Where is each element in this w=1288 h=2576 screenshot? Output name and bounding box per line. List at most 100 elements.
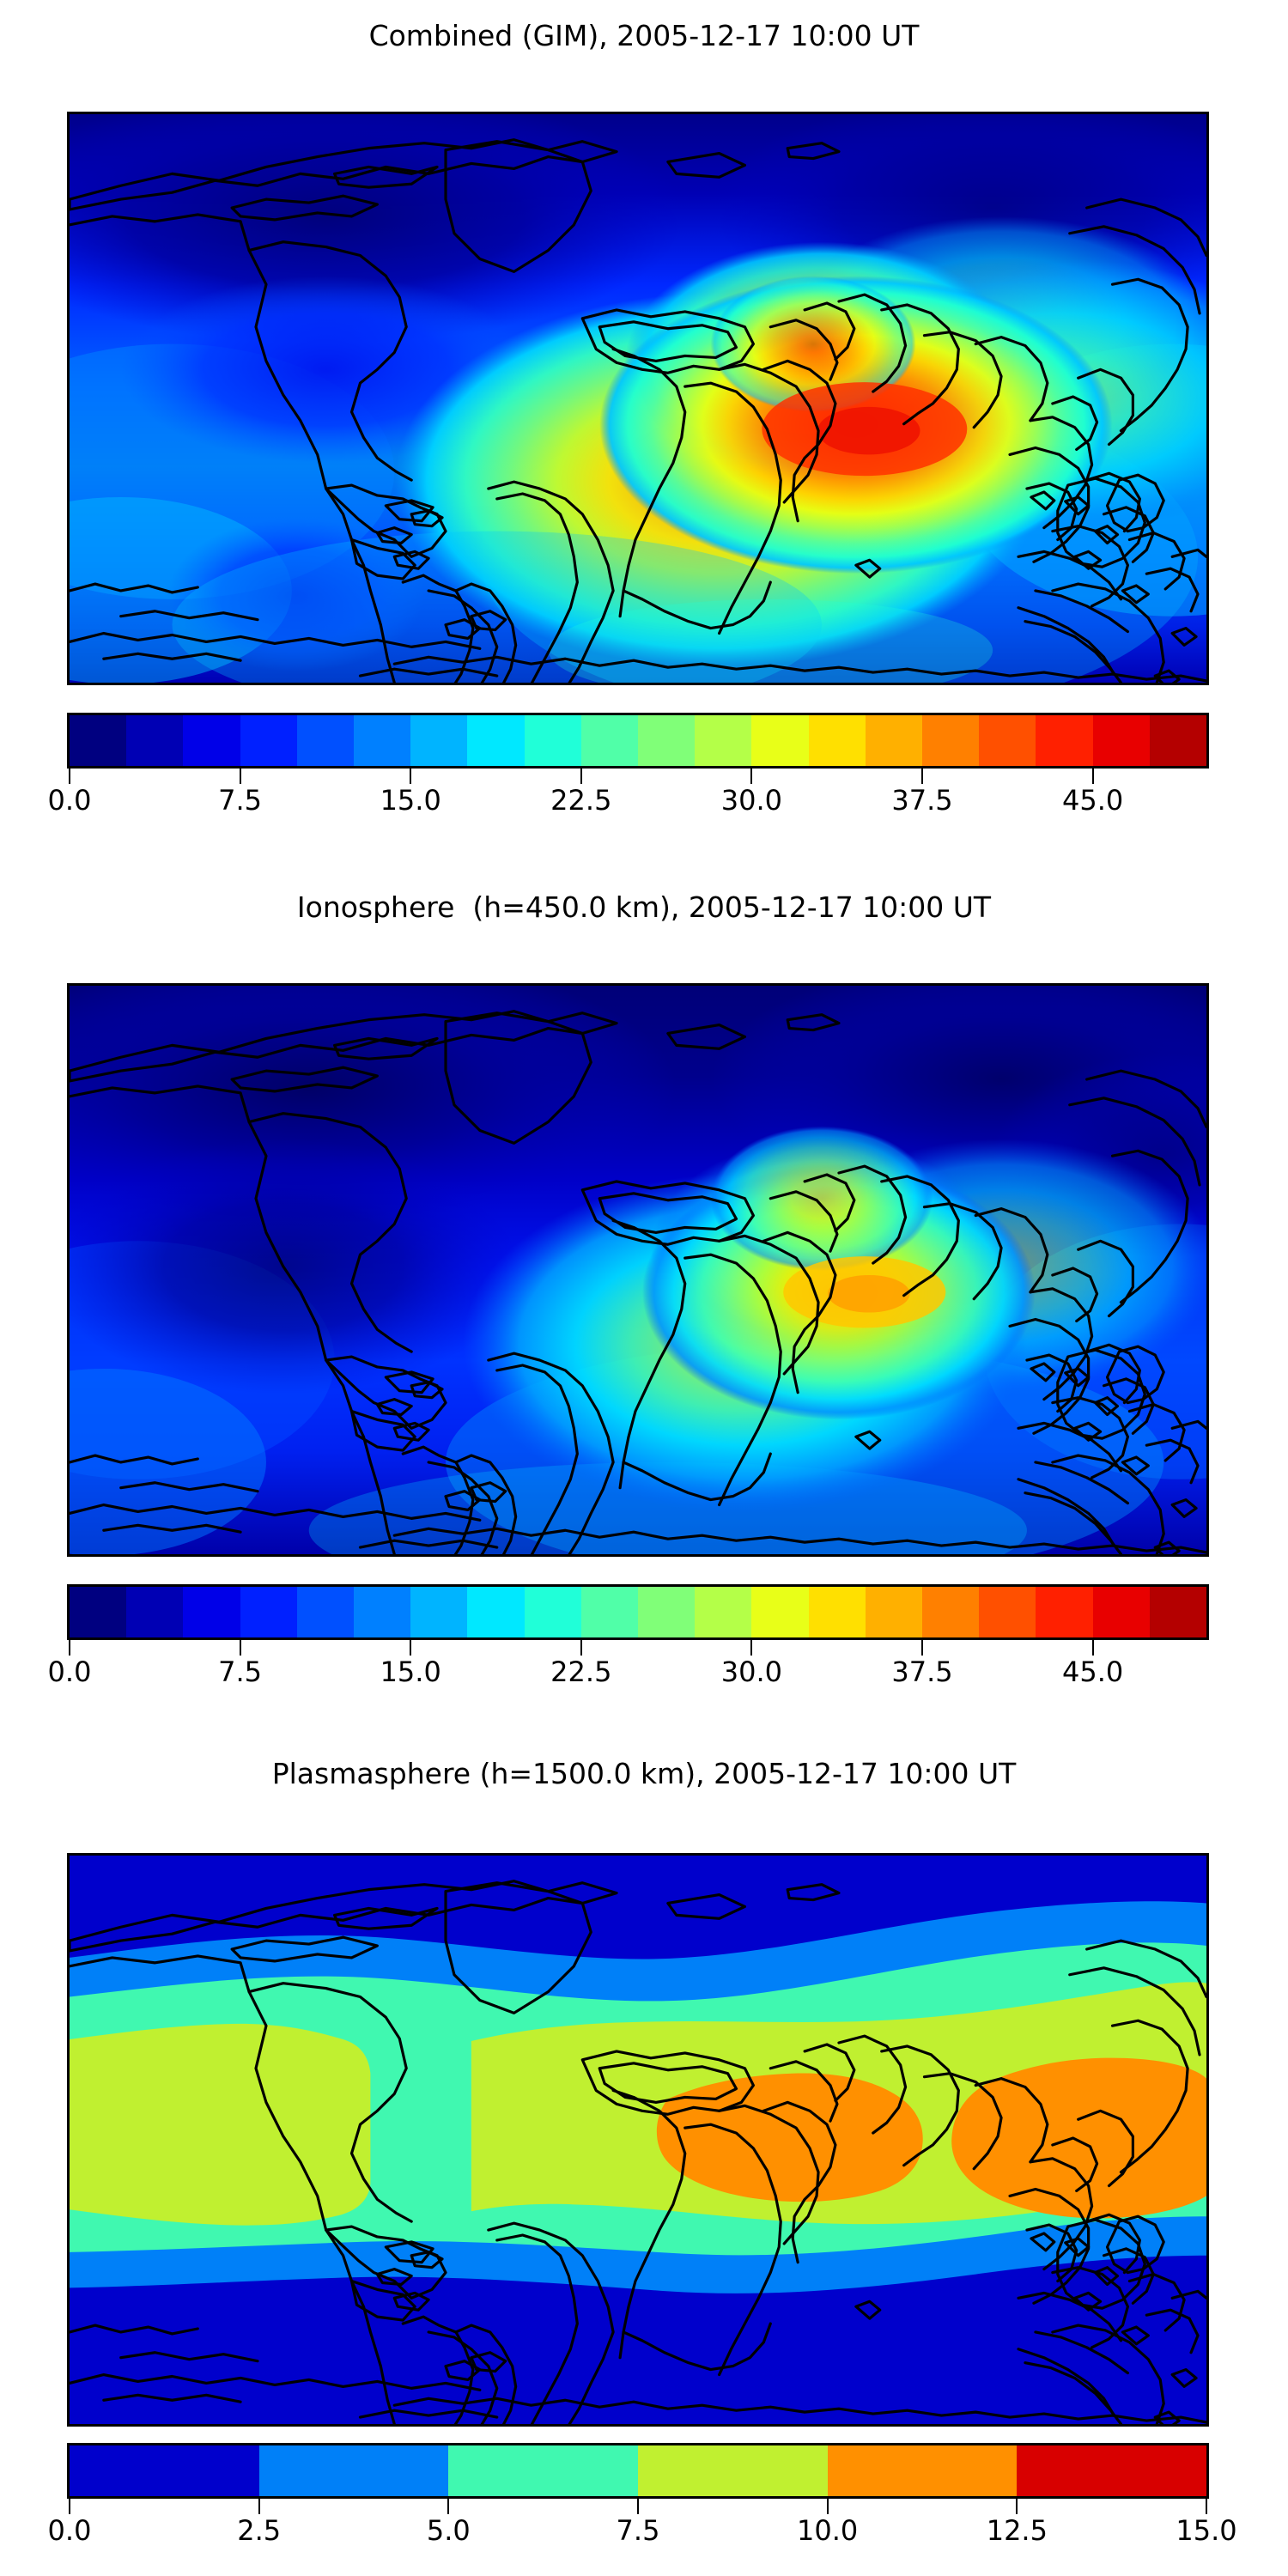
coastlines-ionosphere (70, 1010, 1206, 1554)
colorbar-band (827, 2445, 1018, 2496)
colorbar-tick-label: 0.0 (47, 1656, 92, 1688)
colorbar-tick-label: 7.5 (616, 2514, 660, 2547)
global-tec-map-ionosphere (67, 983, 1209, 1557)
colorbar-band (1149, 1587, 1206, 1637)
colorbar-tick (750, 769, 753, 784)
colorbar-band (354, 1587, 411, 1637)
colorbar-tick (69, 769, 70, 784)
colorbar-band (695, 715, 752, 766)
colorbar-ionosphere-gradient (67, 1584, 1209, 1640)
colorbar-tick-label: 5.0 (426, 2514, 471, 2547)
colorbar-tick (69, 1640, 70, 1656)
colorbar-tick (750, 1640, 753, 1656)
map-svg-plasmasphere (70, 1856, 1206, 2424)
colorbar-band (751, 1587, 809, 1637)
colorbar-band (1036, 715, 1093, 766)
colorbar-band (922, 715, 980, 766)
colorbar-band (258, 2445, 449, 2496)
colorbar-tick (921, 769, 923, 784)
colorbar-plasmasphere-labels: 0.0 2.5 5.0 7.5 10.0 12.5 15.0 (48, 2514, 1237, 2554)
colorbar-band (296, 715, 355, 766)
colorbar-band (1036, 1587, 1093, 1637)
global-tec-map-plasmasphere (67, 1853, 1209, 2427)
colorbar-tick (239, 769, 241, 784)
colorbar-band (751, 715, 809, 766)
colorbar-band (296, 1587, 355, 1637)
panel-combined-gim: Combined (GIM), 2005-12-17 10:00 UT (0, 0, 1288, 859)
colorbar-band (70, 1587, 127, 1637)
colorbar-tick-label: 37.5 (891, 1656, 953, 1688)
colorbar-band (524, 1587, 581, 1637)
panel-title-ionosphere: Ionosphere (h=450.0 km), 2005-12-17 10:0… (296, 890, 992, 924)
colorbar-plasmasphere: 0.0 2.5 5.0 7.5 10.0 12.5 15.0 (48, 2443, 1237, 2554)
colorbar-combined-labels: 0.0 7.5 15.0 22.5 30.0 37.5 45.0 (48, 784, 1209, 823)
colorbar-tick-label: 30.0 (720, 1656, 783, 1688)
colorbar-band (1149, 715, 1206, 766)
colorbar-band (1092, 1587, 1150, 1637)
colorbar-tick-label: 22.5 (550, 1656, 612, 1688)
colorbar-tick-label: 45.0 (1061, 784, 1124, 817)
colorbar-combined-ticks (67, 769, 1209, 784)
colorbar-band (467, 715, 525, 766)
map-svg-combined (70, 114, 1206, 683)
colorbar-band (808, 1587, 866, 1637)
colorbar-band (70, 715, 127, 766)
colorbar-band (240, 715, 297, 766)
colorbar-band (580, 715, 639, 766)
colorbar-plasmasphere-ticks (67, 2499, 1209, 2514)
colorbar-band (580, 1587, 639, 1637)
colorbar-tick-label: 15.0 (380, 784, 441, 817)
colorbar-tick (637, 2499, 639, 2514)
colorbar-tick-label: 0.0 (47, 784, 92, 817)
colorbar-band (467, 1587, 525, 1637)
colorbar-tick-label: 37.5 (891, 784, 953, 817)
coastlines-plasmasphere (70, 1880, 1206, 2424)
colorbar-tick-label: 30.0 (720, 784, 783, 817)
colorbar-band (638, 715, 696, 766)
colorbar-band (524, 715, 581, 766)
colorbar-band (183, 1587, 240, 1637)
colorbar-tick-label: 2.5 (237, 2514, 282, 2547)
colorbar-tick (580, 769, 582, 784)
colorbar-plasmasphere-gradient (67, 2443, 1209, 2499)
colorbar-tick-label: 0.0 (47, 2514, 92, 2547)
colorbar-band (354, 715, 411, 766)
colorbar-band (410, 715, 468, 766)
colorbar-band (808, 715, 866, 766)
colorbar-band (979, 715, 1036, 766)
colorbar-tick-label: 22.5 (550, 784, 612, 817)
colorbar-combined: 0.0 7.5 15.0 22.5 30.0 37.5 45.0 (48, 713, 1209, 823)
panel-title-combined: Combined (GIM), 2005-12-17 10:00 UT (368, 19, 920, 52)
colorbar-ionosphere-ticks (67, 1640, 1209, 1656)
colorbar-band (1017, 2445, 1206, 2496)
colorbar-band (638, 1587, 696, 1637)
colorbar-tick (239, 1640, 241, 1656)
colorbar-tick-label: 15.0 (1176, 2514, 1237, 2547)
colorbar-tick (410, 769, 412, 784)
colorbar-band (410, 1587, 468, 1637)
panel-ionosphere: Ionosphere (h=450.0 km), 2005-12-17 10:0… (0, 872, 1288, 1730)
colorbar-band (448, 2445, 639, 2496)
colorbar-tick (580, 1640, 582, 1656)
colorbar-tick (1091, 1640, 1094, 1656)
colorbar-tick-label: 7.5 (218, 784, 263, 817)
colorbar-tick (1091, 769, 1094, 784)
colorbar-tick (921, 1640, 923, 1656)
colorbar-band (865, 1587, 923, 1637)
colorbar-band (126, 1587, 184, 1637)
colorbar-tick (69, 2499, 70, 2514)
colorbar-band (126, 715, 184, 766)
colorbar-tick (410, 1640, 412, 1656)
coastlines-combined (70, 138, 1206, 683)
colorbar-band (70, 2445, 259, 2496)
colorbar-tick (1206, 2499, 1207, 2514)
colorbar-tick (826, 2499, 829, 2514)
colorbar-band (865, 715, 923, 766)
colorbar-band (695, 1587, 752, 1637)
global-tec-map-combined (67, 112, 1209, 685)
colorbar-tick (447, 2499, 450, 2514)
colorbar-band (240, 1587, 297, 1637)
colorbar-tick-label: 7.5 (218, 1656, 263, 1688)
panel-plasmasphere: Plasmasphere (h=1500.0 km), 2005-12-17 1… (0, 1743, 1288, 2576)
